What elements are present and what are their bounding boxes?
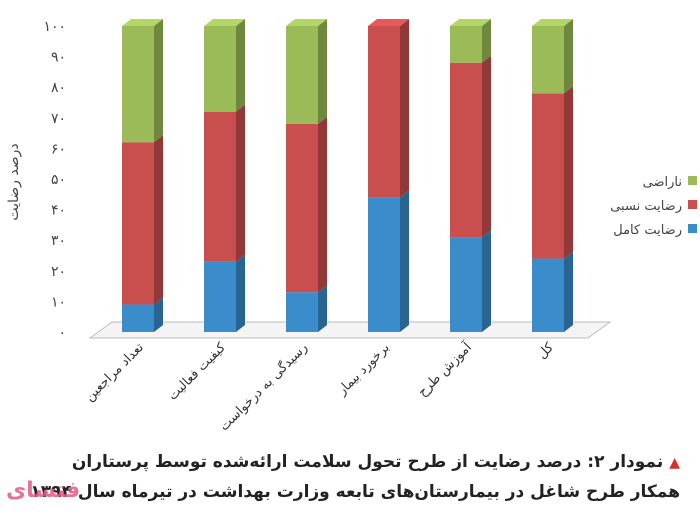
legend-label: رضایت کامل: [613, 223, 682, 238]
legend-item: رضایت نسبی: [610, 199, 697, 214]
triangle-icon: ▲: [669, 455, 680, 471]
bar-top: [286, 19, 327, 26]
bar-face: [286, 292, 318, 332]
y-tick-label: ۰: [58, 325, 66, 341]
y-tick-label: ۷۰: [51, 111, 66, 127]
watermark-logo: فتسای: [6, 478, 81, 503]
bar-face: [368, 26, 400, 198]
category-label: برخورد بیمار: [334, 340, 393, 399]
caption-text-1: نمودار ۲: درصد رضایت از طرح تحول سلامت ا…: [71, 452, 664, 472]
bar-face: [286, 123, 318, 293]
bar-side: [564, 86, 573, 259]
bar-top: [122, 19, 163, 26]
y-axis-label: درصد رضایت: [6, 143, 22, 220]
bar-side: [318, 285, 327, 332]
bar-top: [532, 19, 573, 26]
bar-segment: [450, 55, 491, 238]
legend-item: رضایت کامل: [613, 223, 697, 238]
bar-segment: [286, 285, 327, 332]
bar-segment: [204, 254, 245, 332]
bar-side: [564, 251, 573, 332]
bar-side: [564, 19, 573, 94]
bar-face: [450, 26, 482, 63]
bar-side: [154, 19, 163, 143]
bar-segment: [450, 230, 491, 332]
caption-line-2: همکار طرح شاغل در بیمارستان‌های تابعه وز…: [30, 482, 680, 502]
y-axis-ticks: ۰ ۱۰ ۲۰ ۳۰ ۴۰ ۵۰ ۶۰ ۷۰ ۸۰ ۹۰ ۱۰۰: [43, 19, 66, 341]
bar-face: [122, 142, 154, 305]
bar-side: [154, 297, 163, 332]
bar-segment: [532, 19, 573, 94]
bar-side: [236, 19, 245, 112]
bar-face: [450, 237, 482, 332]
bar-face: [286, 26, 318, 124]
bar-segment: [368, 190, 409, 332]
bar-face: [122, 304, 154, 332]
legend-swatch: [688, 224, 697, 233]
bar-side: [318, 19, 327, 124]
bar-side: [400, 190, 409, 332]
bar-segment: [122, 297, 163, 332]
category-label: رسیدگی به درخواست: [216, 340, 311, 435]
y-tick-label: ۳۰: [51, 233, 66, 249]
legend-swatch: [688, 176, 697, 185]
bar-face: [368, 197, 400, 332]
bar-face: [532, 258, 564, 332]
bar-top: [204, 19, 245, 26]
caption-text-2: همکار طرح شاغل در بیمارستان‌های تابعه وز…: [30, 482, 680, 502]
bar-segment: [286, 116, 327, 293]
category-label: کیفیت فعالیت: [165, 340, 229, 404]
bar-segment: [204, 104, 245, 262]
legend-swatch: [688, 200, 697, 209]
bar-side: [154, 135, 163, 305]
bar-face: [204, 261, 236, 332]
y-tick-label: ۲۰: [51, 264, 66, 280]
category-label: آموزش طرح: [414, 338, 476, 400]
y-tick-label: ۶۰: [51, 141, 66, 157]
bar-face: [204, 111, 236, 262]
bar-side: [318, 116, 327, 293]
category-label: کل: [535, 340, 558, 363]
bars: [122, 19, 573, 332]
y-tick-label: ۱۰: [51, 294, 66, 310]
bar-side: [482, 19, 491, 63]
bar-top: [450, 19, 491, 26]
legend-label: ناراضی: [643, 175, 682, 190]
bar-face: [450, 62, 482, 238]
bar-segment: [532, 251, 573, 332]
caption-line-1: ▲ نمودار ۲: درصد رضایت از طرح تحول سلامت …: [72, 452, 680, 472]
bar-segment: [368, 19, 409, 198]
bar-face: [532, 93, 564, 259]
y-tick-label: ۸۰: [51, 80, 66, 96]
bar-segment: [122, 19, 163, 143]
bar-side: [236, 254, 245, 332]
legend: ناراضی رضایت نسبی رضایت کامل: [610, 175, 697, 238]
bar-segment: [122, 135, 163, 305]
bar-side: [482, 230, 491, 332]
bar-side: [482, 55, 491, 238]
y-tick-label: ۵۰: [51, 172, 66, 188]
y-tick-label: ۴۰: [51, 203, 66, 219]
legend-item: ناراضی: [643, 175, 697, 190]
y-tick-label: ۹۰: [51, 50, 66, 66]
bar-side: [236, 104, 245, 262]
legend-label: رضایت نسبی: [610, 199, 682, 214]
category-label: تعداد مراجعین: [82, 340, 147, 405]
bar-face: [204, 26, 236, 112]
bar-segment: [532, 86, 573, 259]
bar-segment: [286, 19, 327, 124]
bar-face: [532, 26, 564, 94]
bar-segment: [204, 19, 245, 112]
bar-top: [368, 19, 409, 26]
bar-segment: [450, 19, 491, 63]
bar-side: [400, 19, 409, 198]
y-tick-label: ۱۰۰: [43, 19, 66, 35]
bar-face: [122, 26, 154, 143]
